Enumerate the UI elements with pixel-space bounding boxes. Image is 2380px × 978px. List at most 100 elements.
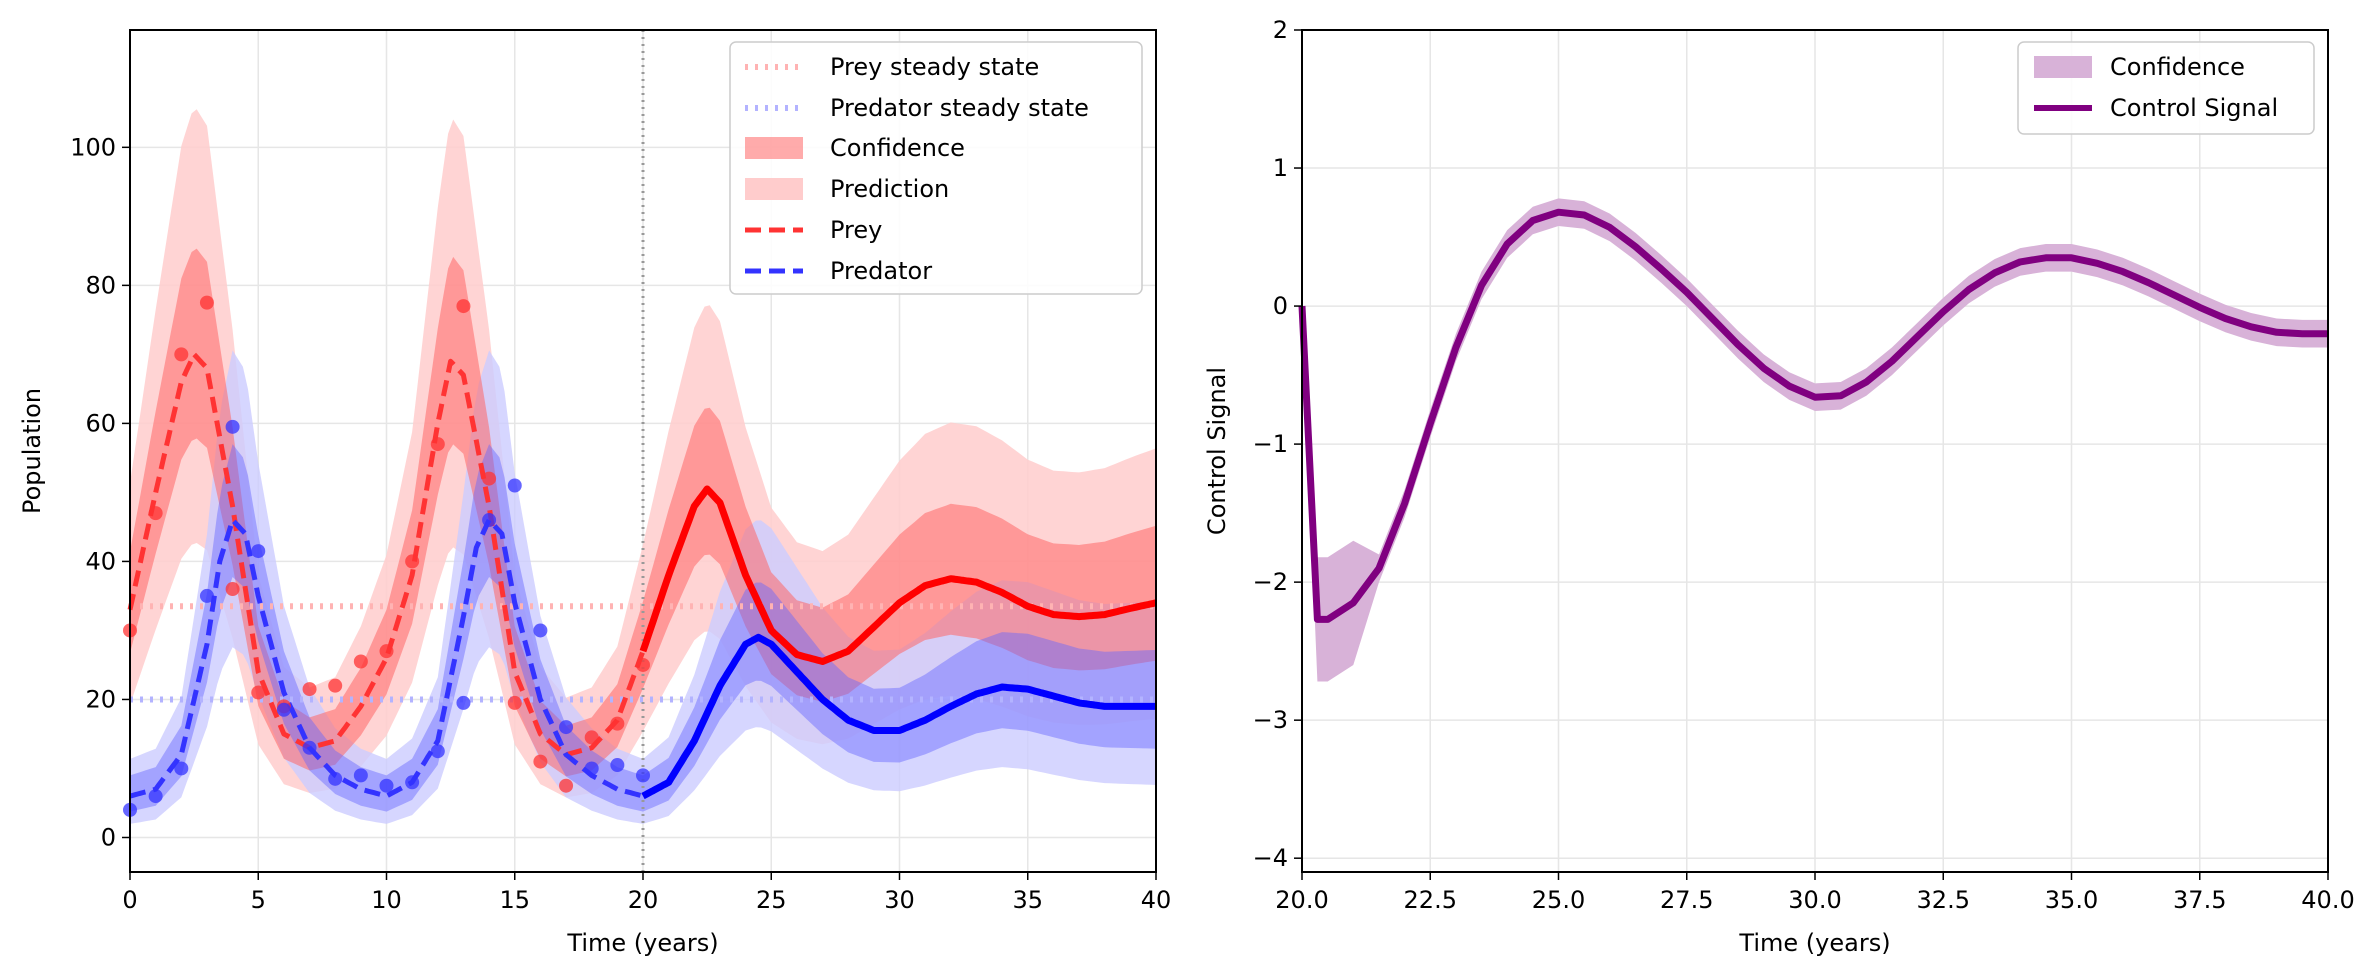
prey-observation-point <box>379 644 394 659</box>
right-legend: Confidence Control Signal <box>2017 41 2315 135</box>
prey-observation-point <box>636 657 650 672</box>
right-ytick-label: −1 <box>1253 430 1288 458</box>
prey-observation-point <box>225 582 240 597</box>
right-ytick-label: −4 <box>1253 844 1288 872</box>
left-ticks: 0 5 10 15 20 25 30 35 40 0 20 40 60 80 100 <box>70 133 1171 914</box>
right-xtick-label: 25.0 <box>1532 886 1585 914</box>
prey-observation-point <box>148 506 163 521</box>
predator-observation-point <box>584 761 599 776</box>
predator-observation-point <box>225 419 240 434</box>
left-ytick-label: 80 <box>85 271 116 299</box>
left-ylabel: Population <box>18 388 46 514</box>
prey-observation-point <box>482 471 497 486</box>
prey-forecast-line <box>639 485 1157 665</box>
left-series-lines <box>127 30 1157 872</box>
right-ticks: 20.0 22.5 25.0 27.5 30.0 32.5 35.0 37.5 40.0 2 1 0 −… <box>1253 16 2355 914</box>
predator-observation-point <box>174 761 189 776</box>
legend-signal-label: Control Signal <box>2110 94 2278 122</box>
left-ytick-label: 100 <box>70 133 116 161</box>
prey-observation-point <box>584 730 599 745</box>
right-xlabel: Time (years) <box>1738 929 1890 957</box>
predator-observation-point <box>328 771 343 786</box>
prey-observation-point <box>302 682 317 697</box>
right-xtick-label: 37.5 <box>2173 886 2226 914</box>
predator-observation-point <box>199 588 214 603</box>
prey-observation-point <box>507 695 522 710</box>
legend-confidence-label: Confidence <box>830 134 965 162</box>
predator-observation-point <box>533 623 548 638</box>
predator-observation-point <box>456 695 471 710</box>
predator-observation-point <box>482 513 497 528</box>
left-xtick-label: 35 <box>1012 886 1043 914</box>
legend-prediction-label: Prediction <box>830 175 949 203</box>
predator-observation-point <box>405 775 420 790</box>
left-xtick-label: 15 <box>499 886 530 914</box>
right-xtick-label: 30.0 <box>1788 886 1841 914</box>
prey-observation-point <box>533 754 548 769</box>
prey-observation-point <box>174 347 189 362</box>
legend-prediction-swatch <box>745 178 803 200</box>
predator-observation-point <box>559 720 574 735</box>
left-xtick-label: 5 <box>251 886 266 914</box>
right-ytick-label: −2 <box>1253 568 1288 596</box>
right-ytick-label: 2 <box>1273 16 1288 44</box>
control-signal-line <box>1298 208 2328 623</box>
prey-observation-point <box>199 295 214 310</box>
predator-observation-point <box>276 702 291 717</box>
legend-prey-label: Prey <box>830 216 882 244</box>
legend-prey-steady-label: Prey steady state <box>830 53 1039 81</box>
prey-observation-point <box>559 778 574 793</box>
predator-observation-point <box>507 478 522 493</box>
left-ytick-label: 20 <box>85 685 116 713</box>
prey-observation-point <box>456 299 471 314</box>
left-xtick-label: 25 <box>756 886 787 914</box>
predator-observation-point <box>353 768 368 783</box>
right-xtick-label: 20.0 <box>1275 886 1328 914</box>
right-ylabel: Control Signal <box>1203 367 1231 535</box>
left-xtick-label: 30 <box>884 886 915 914</box>
predator-observation-point <box>379 778 394 793</box>
left-ytick-label: 40 <box>85 547 116 575</box>
right-series-lines <box>1298 208 2328 623</box>
prey-observation-point <box>610 716 625 731</box>
left-observations <box>123 295 650 817</box>
predator-observation-point <box>636 768 650 783</box>
right-xtick-label: 27.5 <box>1660 886 1713 914</box>
predator-observation-point <box>430 744 445 759</box>
left-legend-frame <box>729 41 1143 295</box>
right-grid <box>1301 29 2329 872</box>
right-ytick-label: 1 <box>1273 154 1288 182</box>
prey-observation-point <box>405 554 420 569</box>
prey-observation-point <box>328 678 343 693</box>
control-signal-chart: 20.0 22.5 25.0 27.5 30.0 32.5 35.0 37.5 40.0 2 1 0 −… <box>1203 16 2355 957</box>
left-legend: Prey steady state Predator steady state … <box>729 41 1143 295</box>
predator-prediction-band <box>130 350 1156 824</box>
legend-band-label: Confidence <box>2110 53 2245 81</box>
left-xlabel: Time (years) <box>566 929 718 957</box>
prey-observation-point <box>353 654 368 669</box>
right-xtick-label: 40.0 <box>2301 886 2354 914</box>
predator-observation-point <box>610 758 625 773</box>
legend-predator-steady-label: Predator steady state <box>830 94 1089 122</box>
predator-forecast-line <box>641 633 1157 800</box>
legend-confidence-swatch <box>745 137 803 159</box>
population-chart: 0 5 10 15 20 25 30 35 40 0 20 40 60 80 100 Time (years… <box>18 29 1171 957</box>
predator-observation-point <box>251 544 266 559</box>
left-xtick-label: 40 <box>1141 886 1172 914</box>
left-ytick-label: 60 <box>85 409 116 437</box>
right-ytick-label: −3 <box>1253 706 1288 734</box>
left-xtick-label: 0 <box>122 886 137 914</box>
prey-observation-point <box>430 437 445 452</box>
predator-observation-point <box>148 789 163 804</box>
predator-confidence-band <box>130 444 1156 812</box>
predator-observation-point <box>302 740 317 755</box>
legend-predator-label: Predator <box>830 257 932 285</box>
left-xtick-label: 20 <box>628 886 659 914</box>
prey-observation-point <box>251 685 266 700</box>
left-xtick-label: 10 <box>371 886 402 914</box>
right-xtick-label: 35.0 <box>2045 886 2098 914</box>
left-ytick-label: 0 <box>101 823 116 851</box>
right-xtick-label: 22.5 <box>1404 886 1457 914</box>
right-xtick-label: 32.5 <box>1917 886 1970 914</box>
